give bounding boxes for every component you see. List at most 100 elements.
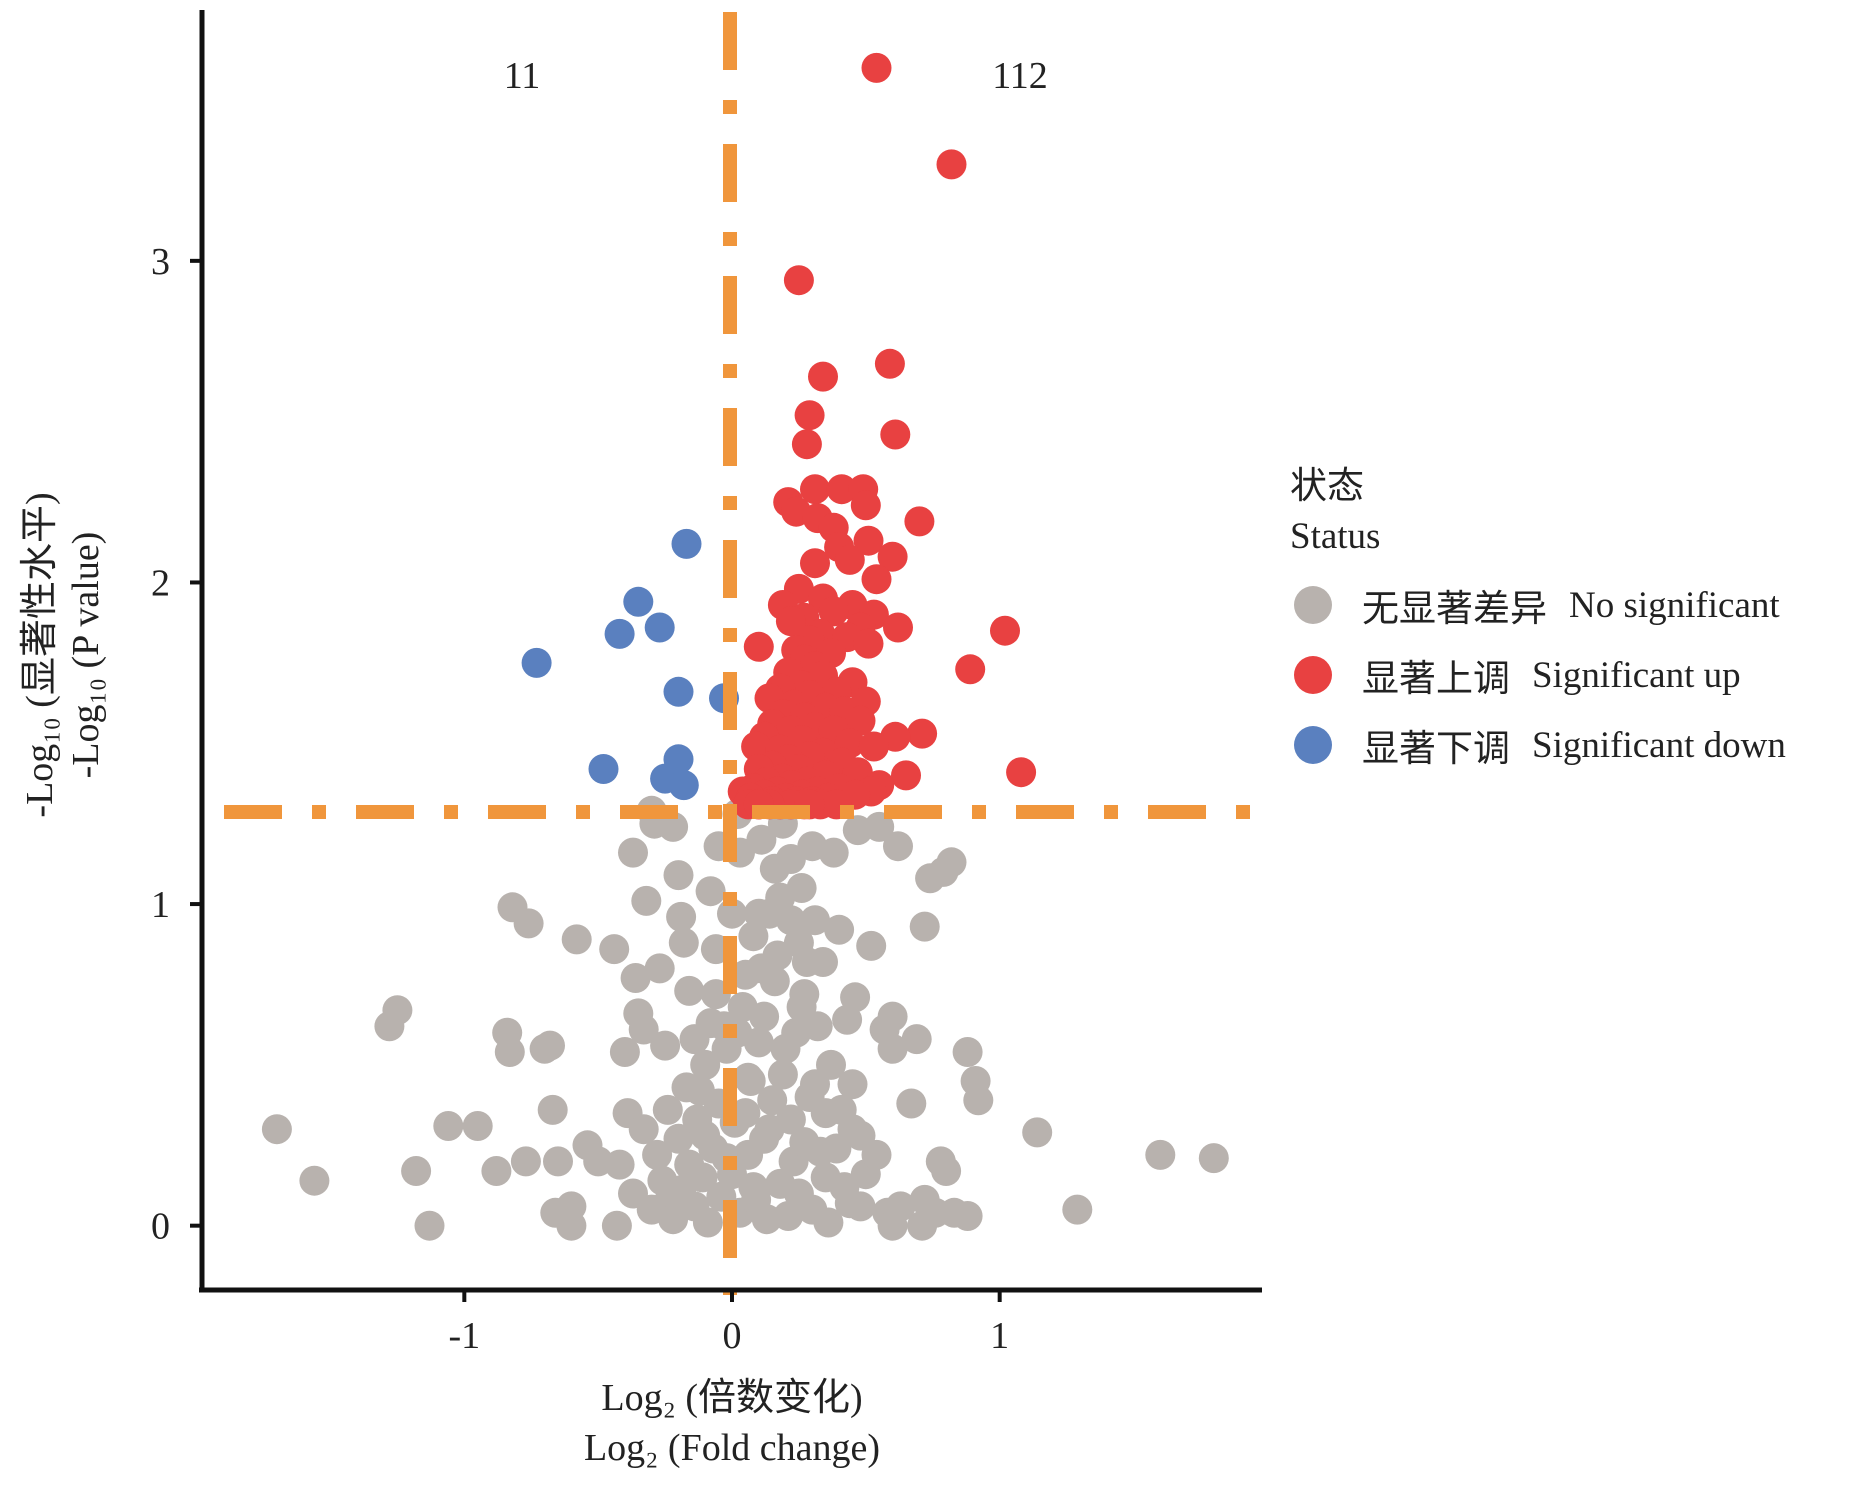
legend-dot-significant-up: [1294, 656, 1332, 694]
ns-point: [644, 953, 675, 984]
up-point: [874, 348, 905, 379]
up-point: [936, 149, 967, 180]
ns-point: [791, 947, 822, 977]
up-point: [834, 544, 865, 575]
legend-label-en: Significant down: [1532, 724, 1786, 766]
up-point: [877, 541, 908, 572]
up-point: [800, 474, 830, 505]
ns-point: [642, 1139, 673, 1170]
ns-point: [609, 1037, 640, 1067]
ns-point: [738, 921, 769, 952]
ns-point: [877, 1001, 908, 1032]
x-axis-label-en: Log₂ (Fold change): [584, 1427, 880, 1469]
ns-point: [433, 1111, 464, 1141]
legend-label-cn: 显著上调: [1362, 659, 1510, 700]
ns-point: [901, 1024, 932, 1055]
ns-point: [786, 992, 817, 1022]
down-point: [663, 676, 694, 707]
down-point: [623, 586, 654, 617]
y-axis-label-cn: -Log₁₀ (显著性水平): [19, 492, 61, 817]
ns-point: [628, 1014, 659, 1045]
ns-point: [604, 1149, 635, 1180]
ns-point: [674, 975, 705, 1006]
ns-point: [695, 876, 726, 907]
ns-point: [840, 982, 871, 1013]
up-point: [861, 52, 892, 83]
ns-point: [931, 1156, 962, 1186]
up-point: [743, 631, 774, 662]
ns-point: [824, 914, 855, 945]
up-point: [907, 718, 938, 749]
ns-point: [845, 1191, 876, 1222]
ns-point: [746, 824, 777, 855]
down-point: [668, 770, 699, 801]
down-point: [521, 647, 552, 678]
ns-point: [666, 901, 697, 932]
y-tick-label: 3: [151, 241, 170, 283]
ns-point: [765, 882, 796, 913]
y-tick-label: 1: [151, 884, 170, 926]
legend-label-cn: 显著下调: [1362, 729, 1510, 770]
up-point: [853, 525, 884, 556]
up-point: [955, 654, 986, 685]
up-point: [880, 419, 911, 450]
ns-point: [813, 1207, 844, 1238]
up-point: [891, 760, 921, 791]
ns-point: [1198, 1143, 1229, 1174]
up-point: [794, 400, 825, 431]
ns-point: [690, 1049, 721, 1080]
ns-point: [1145, 1139, 1176, 1170]
ns-point: [663, 860, 694, 891]
down-point: [644, 612, 675, 643]
legend-dot-no-significant: [1294, 586, 1332, 624]
ns-point: [687, 1162, 718, 1193]
ns-point: [749, 1123, 780, 1154]
ns-point: [896, 1088, 927, 1119]
ns-point: [561, 924, 592, 955]
ns-point: [401, 1156, 432, 1186]
ns-point: [513, 908, 544, 939]
ns-point: [800, 905, 830, 936]
ns-point: [952, 1037, 983, 1067]
ns-point: [537, 1094, 568, 1125]
x-tick-label: -1: [448, 1315, 480, 1357]
up-point: [861, 564, 892, 595]
y-tick-label: 2: [151, 562, 170, 604]
ns-point: [556, 1210, 587, 1241]
legend-item-no-significant: 无显著差异 No significant: [1290, 570, 1830, 640]
legend-label-en: Significant up: [1532, 654, 1741, 696]
ns-point: [695, 1008, 726, 1039]
ns-point: [818, 837, 849, 868]
up-point: [783, 265, 814, 296]
down-point: [671, 528, 702, 559]
ns-point: [631, 885, 662, 916]
ns-point: [1022, 1117, 1053, 1148]
ns-point: [775, 905, 806, 936]
up-point: [883, 612, 913, 643]
ns-point: [952, 1201, 983, 1231]
ns-point: [832, 1004, 863, 1035]
ns-point: [877, 1033, 908, 1064]
ns-point: [618, 837, 648, 868]
ns-point: [628, 1114, 659, 1145]
y-tick-label: 0: [151, 1206, 170, 1248]
up-point: [818, 596, 849, 627]
ns-point: [775, 1104, 806, 1135]
ns-point: [698, 1133, 729, 1164]
up-point: [800, 548, 830, 579]
x-tick-label: 0: [723, 1315, 742, 1357]
up-point: [775, 606, 806, 637]
ns-point: [261, 1114, 292, 1145]
up-point: [850, 490, 881, 521]
significant-up-points: [727, 52, 1037, 820]
up-point: [990, 615, 1020, 646]
ns-point: [885, 1191, 916, 1222]
ns-point: [717, 898, 747, 929]
ns-point: [883, 831, 913, 862]
ns-point: [299, 1165, 330, 1196]
legend-item-significant-up: 显著上调 Significant up: [1290, 640, 1830, 710]
ns-point: [543, 1146, 573, 1177]
ns-point: [730, 1098, 761, 1129]
ns-point: [650, 1030, 681, 1061]
ns-point: [800, 1069, 830, 1100]
